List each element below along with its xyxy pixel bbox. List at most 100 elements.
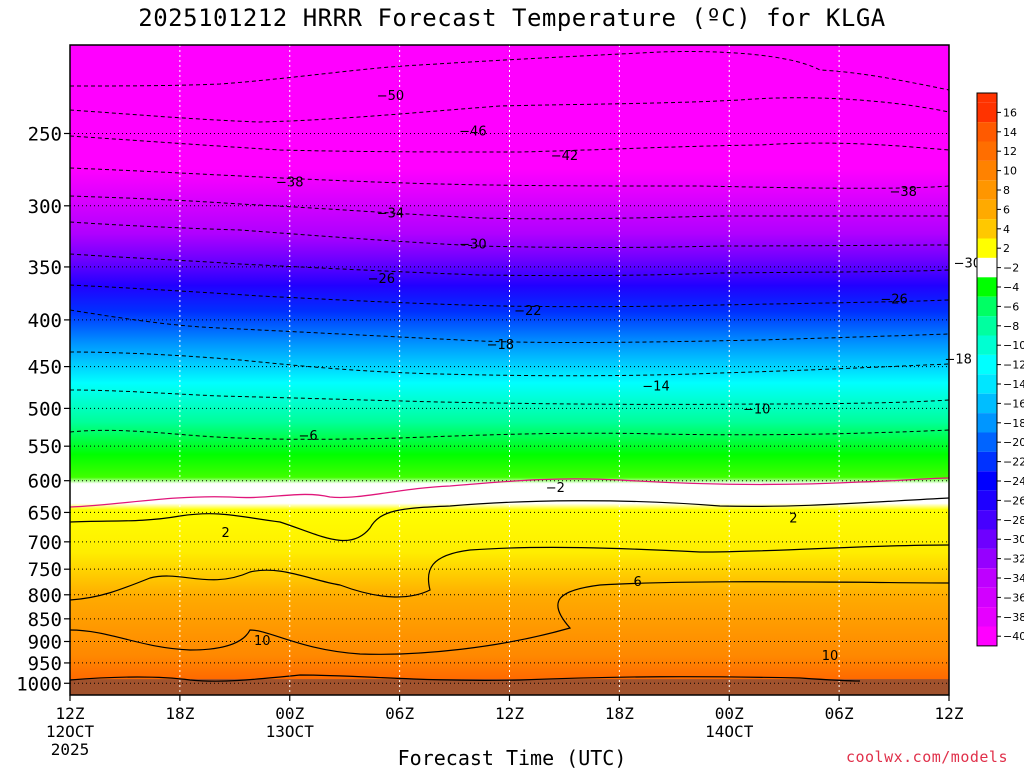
contour-neg38c: [69, 167, 950, 189]
colorbar-label: −30: [1003, 533, 1024, 546]
contour-2c: [69, 497, 950, 542]
colorbar-swatch: [977, 529, 997, 549]
y-tick-label: 950: [28, 653, 62, 675]
contour-neg42c: [69, 135, 950, 153]
contour-label: −26: [368, 272, 395, 287]
colorbar-label: −2: [1003, 262, 1019, 275]
contour-neg50c: [69, 51, 950, 91]
colorbar-swatch: [977, 316, 997, 336]
colorbar-swatch: [977, 490, 997, 511]
colorbar-swatch: [977, 102, 997, 123]
contour-label: −14: [642, 380, 669, 395]
y-tick-label: 500: [28, 398, 62, 420]
contour-neg6c: [69, 429, 950, 440]
colorbar-label: 6: [1003, 203, 1010, 216]
colorbar-label: 4: [1003, 223, 1010, 236]
contour-label: 6: [634, 575, 642, 590]
contour-label: −18: [487, 338, 514, 353]
contour-neg26c: [69, 253, 950, 277]
colorbar-label: −26: [1003, 494, 1024, 507]
colorbar-swatch: [977, 374, 997, 394]
contour-label: 2: [789, 511, 797, 526]
colorbar-label: −20: [1003, 436, 1024, 449]
x-tick-label: 06Z: [825, 704, 854, 723]
contour-label: −38: [276, 175, 303, 190]
contour-neg46c: [69, 97, 950, 123]
colorbar-label: −36: [1003, 591, 1024, 604]
colorbar-swatch: [977, 277, 997, 297]
colorbar-swatch: [977, 413, 997, 433]
x-tick-label: 18Z: [165, 704, 194, 723]
colorbar-label: −38: [1003, 611, 1024, 624]
colorbar-label: −24: [1003, 475, 1024, 488]
x-axis-label: Forecast Time (UTC): [397, 746, 627, 770]
colorbar-label: −16: [1003, 397, 1024, 410]
y-tick-label: 800: [28, 585, 62, 607]
colorbar-label: −10: [1003, 339, 1024, 352]
colorbar-swatch: [977, 471, 997, 491]
colorbar-swatch: [977, 354, 997, 375]
contour-labels: −50−46−46−42−42−38−38−38−34−34−34−30−30−…: [222, 89, 982, 664]
contour-label: 10: [822, 649, 839, 664]
colorbar-swatch: [977, 180, 997, 200]
contour-10c: [69, 581, 950, 655]
colorbar-label: 10: [1003, 165, 1017, 178]
colorbar-cap: [977, 93, 997, 103]
colorbar-swatch: [977, 335, 997, 355]
y-tick-label: 650: [28, 502, 62, 524]
colorbar-label: −28: [1003, 514, 1024, 527]
contour-label: −38: [890, 185, 917, 200]
colorbar-label: −14: [1003, 378, 1024, 391]
source-credit: coolwx.com/models: [845, 748, 1008, 766]
y-tick-label: 700: [28, 532, 62, 554]
colorbar-swatch: [977, 451, 997, 472]
colorbar-swatch: [977, 587, 997, 608]
contour-label: −26: [880, 293, 907, 308]
contour-neg34c: [69, 195, 949, 220]
colorbar-label: 8: [1003, 184, 1010, 197]
contour-label: −18: [944, 353, 971, 368]
contour-label: −34: [377, 206, 404, 221]
y-tick-label: 450: [28, 357, 62, 379]
contour-lines: [69, 51, 950, 682]
x-tick-label: 00Z: [275, 704, 304, 723]
contour-neg18c: [69, 309, 950, 344]
contour-label: 10: [254, 634, 271, 649]
y-tick-label: 400: [28, 310, 62, 332]
colorbar-swatch: [977, 393, 997, 414]
colorbar-swatch: [977, 568, 997, 588]
x-tick-label: 06Z: [385, 704, 414, 723]
contour-label: −30: [954, 256, 981, 271]
x-tick-label: 12OCT: [46, 722, 95, 741]
x-tick-label: 18Z: [605, 704, 634, 723]
freezing-contour: [69, 477, 950, 508]
colorbar-swatch: [977, 160, 997, 181]
colorbar-label: 14: [1003, 126, 1017, 139]
x-tick-label: 00Z: [715, 704, 744, 723]
y-tick-label: 850: [28, 609, 62, 631]
colorbar-swatch: [977, 257, 997, 278]
colorbar-swatch: [977, 141, 997, 161]
contour-label: −30: [459, 238, 486, 253]
contour-14c: [69, 674, 861, 682]
contour-neg22c: [69, 284, 950, 308]
y-tick-label: 600: [28, 471, 62, 493]
y-tick-label: 300: [28, 196, 62, 218]
contour-label: −10: [743, 402, 770, 417]
x-tick-label: 12Z: [935, 704, 964, 723]
colorbar-label: −40: [1003, 630, 1024, 643]
colorbar-label: −12: [1003, 359, 1024, 372]
colorbar-swatch: [977, 548, 997, 569]
contour-neg30c: [69, 221, 950, 248]
colorbar-label: −18: [1003, 417, 1024, 430]
colorbar-label: 2: [1003, 242, 1010, 255]
chart-title: 2025101212 HRRR Forecast Temperature (ºC…: [138, 4, 886, 32]
colorbar-swatch: [977, 607, 997, 627]
contour-label: −6: [298, 429, 317, 444]
contour-neg14c: [69, 351, 950, 377]
colorbar-label: 16: [1003, 106, 1017, 119]
colorbar-label: −34: [1003, 572, 1024, 585]
y-tick-label: 250: [28, 123, 62, 145]
colorbar-label: −22: [1003, 456, 1024, 469]
